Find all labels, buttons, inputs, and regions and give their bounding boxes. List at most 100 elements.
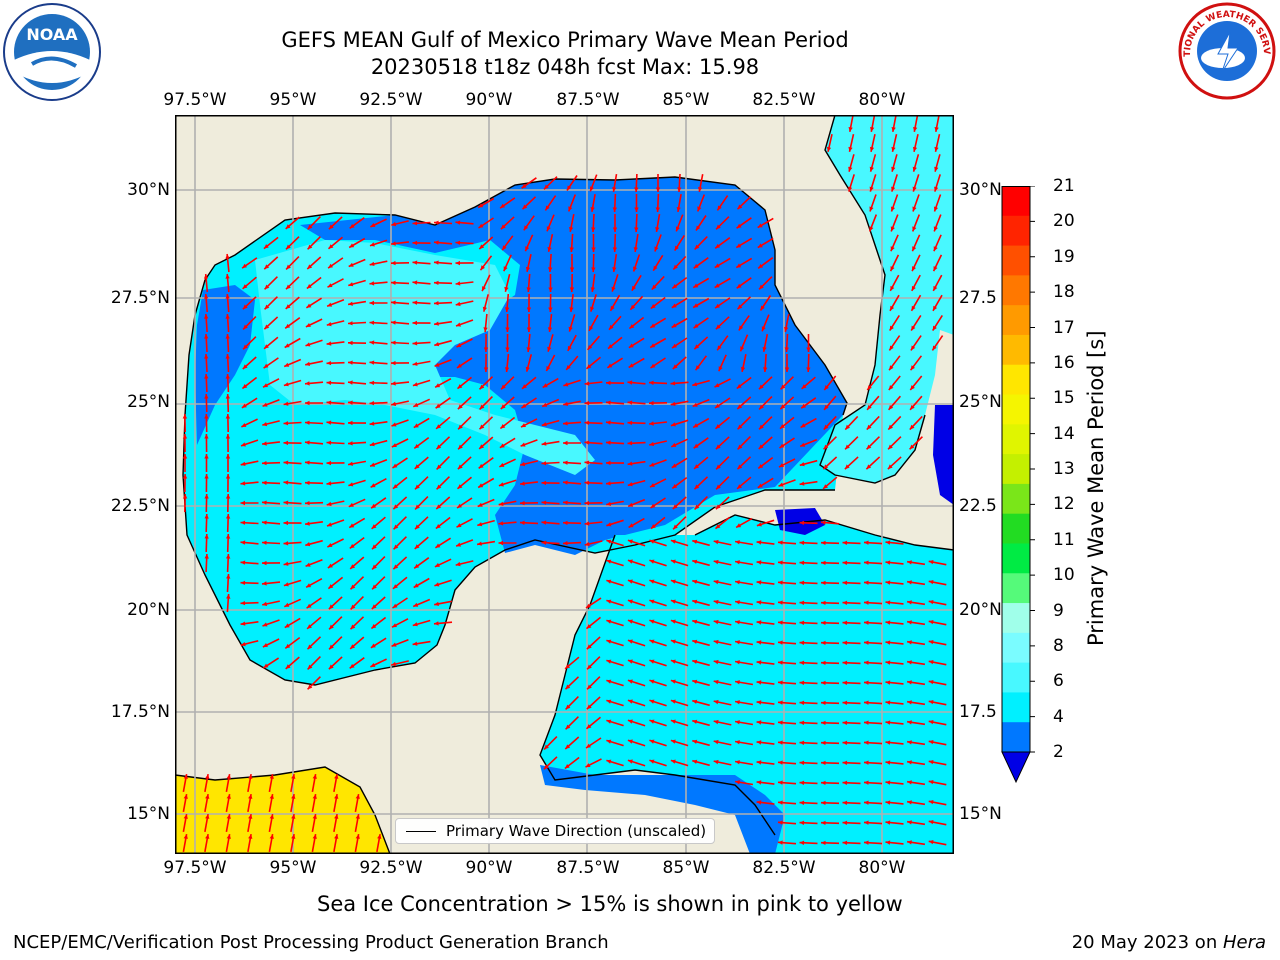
wave-arrow-head	[713, 739, 719, 745]
wave-arrow-head	[670, 739, 676, 744]
wave-arrow-head	[670, 759, 676, 764]
wave-arrow-head	[692, 679, 698, 684]
wave-arrow-head	[736, 243, 742, 248]
wave-arrow-head	[735, 540, 740, 545]
caribbean-blue-patch	[540, 765, 785, 854]
wave-arrow-head	[455, 301, 461, 307]
wave-arrow-head	[284, 362, 290, 367]
wave-arrow-head	[284, 343, 290, 348]
wave-arrow-head	[241, 442, 246, 447]
wave-arrow-head	[799, 540, 805, 545]
wave-arrow-head	[435, 403, 441, 409]
wave-arrow-head	[349, 523, 355, 528]
wave-arrow-head	[591, 227, 596, 232]
cayman-dark-patch	[775, 508, 825, 535]
wave-arrow-head	[799, 680, 805, 685]
wave-arrow-head	[933, 305, 938, 311]
wave-arrow-head	[823, 424, 829, 430]
wave-arrow-head	[434, 362, 440, 367]
wave-arrow-head	[864, 680, 869, 685]
wave-arrow-head	[848, 186, 853, 192]
wave-arrow-head	[928, 640, 934, 645]
wave-arrow-head	[627, 461, 633, 466]
footer-date: 20 May 2023 on Hera	[1072, 932, 1266, 954]
wave-arrow-head	[327, 563, 333, 568]
wave-arrow-head	[326, 380, 332, 385]
wave-arrow-head	[305, 562, 311, 567]
wave-arrow-head	[799, 462, 805, 467]
wave-arrow-head	[627, 679, 633, 684]
wave-arrow-head	[434, 601, 439, 606]
wave-arrow-head	[455, 281, 461, 286]
colorbar-band	[1002, 603, 1030, 634]
wave-arrow-head	[291, 814, 296, 819]
wave-arrow-head	[307, 264, 313, 269]
wave-arrow-head	[737, 304, 743, 310]
wave-arrow-head	[305, 400, 310, 406]
wave-arrow-head	[285, 643, 291, 649]
wave-arrow-head	[328, 664, 334, 670]
wave-arrow-head	[205, 834, 210, 839]
wave-arrow-head	[799, 660, 805, 665]
wave-arrow-head	[329, 624, 334, 630]
wave-arrow-head	[869, 146, 875, 152]
wave-arrow-head	[183, 834, 188, 839]
wave-arrow-head	[436, 504, 442, 509]
wave-arrow-head	[650, 343, 656, 348]
wave-arrow-head	[482, 306, 487, 312]
wave-arrow-head	[283, 541, 289, 546]
wave-arrow-head	[327, 522, 332, 527]
wave-arrow-head	[655, 207, 660, 212]
wave-arrow-head	[756, 522, 762, 527]
wave-arrow-head	[885, 640, 891, 645]
wave-arrow-head	[264, 304, 270, 310]
colorbar-tick-label: 14	[1053, 423, 1075, 444]
wave-arrow-head	[713, 599, 719, 605]
wave-arrow-head	[716, 464, 721, 470]
wave-arrow-head	[371, 524, 377, 529]
wave-arrow-head	[455, 220, 461, 225]
wave-arrow-head	[350, 624, 356, 630]
wave-arrow-head	[735, 720, 740, 725]
wave-arrow-head	[567, 345, 572, 351]
wave-arrow-head	[520, 461, 526, 467]
wave-arrow-head	[565, 664, 570, 669]
wave-arrow-head	[821, 520, 826, 525]
colorbar-tick-label: 21	[1053, 176, 1075, 196]
wave-arrow-head	[784, 347, 789, 352]
wave-arrow-head	[866, 464, 872, 470]
wave-arrow-head	[240, 461, 246, 466]
wave-arrow-head	[759, 404, 764, 410]
footer-host: Hera	[1222, 932, 1266, 953]
wave-arrow-head	[584, 500, 589, 506]
wave-arrow-head	[204, 474, 209, 479]
colorbar-tick-label: 9	[1053, 600, 1064, 621]
wave-arrow-head	[655, 187, 661, 192]
wave-arrow-head	[891, 146, 896, 152]
wave-arrow-head	[305, 323, 311, 327]
wave-arrow-head	[305, 501, 310, 506]
noaa-logo: NOAA	[2, 2, 102, 102]
wave-arrow-head	[778, 600, 783, 605]
footer-date-text: 20 May 2023 on	[1071, 932, 1223, 953]
wave-arrow-head	[523, 225, 529, 231]
wave-arrow-head	[891, 127, 896, 132]
wave-arrow-head	[713, 719, 719, 725]
wave-arrow-head	[586, 704, 592, 710]
wave-arrow-head	[778, 740, 783, 745]
wave-arrow-head	[655, 227, 660, 232]
wave-arrow-head	[649, 739, 655, 744]
wave-arrow-head	[372, 544, 377, 550]
wave-arrow-head	[760, 305, 765, 311]
wave-arrow-head	[391, 221, 397, 227]
wave-arrow-head	[541, 500, 547, 505]
wave-arrow-head	[393, 544, 399, 550]
wave-arrow-head	[483, 347, 489, 352]
wave-arrow-head	[842, 640, 848, 645]
wave-arrow-head	[498, 540, 503, 546]
wave-arrow-head	[505, 347, 510, 352]
wave-arrow-head	[756, 660, 762, 665]
wave-arrow-head	[910, 365, 915, 371]
wave-arrow-head	[500, 224, 506, 230]
wave-arrow-head	[672, 364, 678, 369]
